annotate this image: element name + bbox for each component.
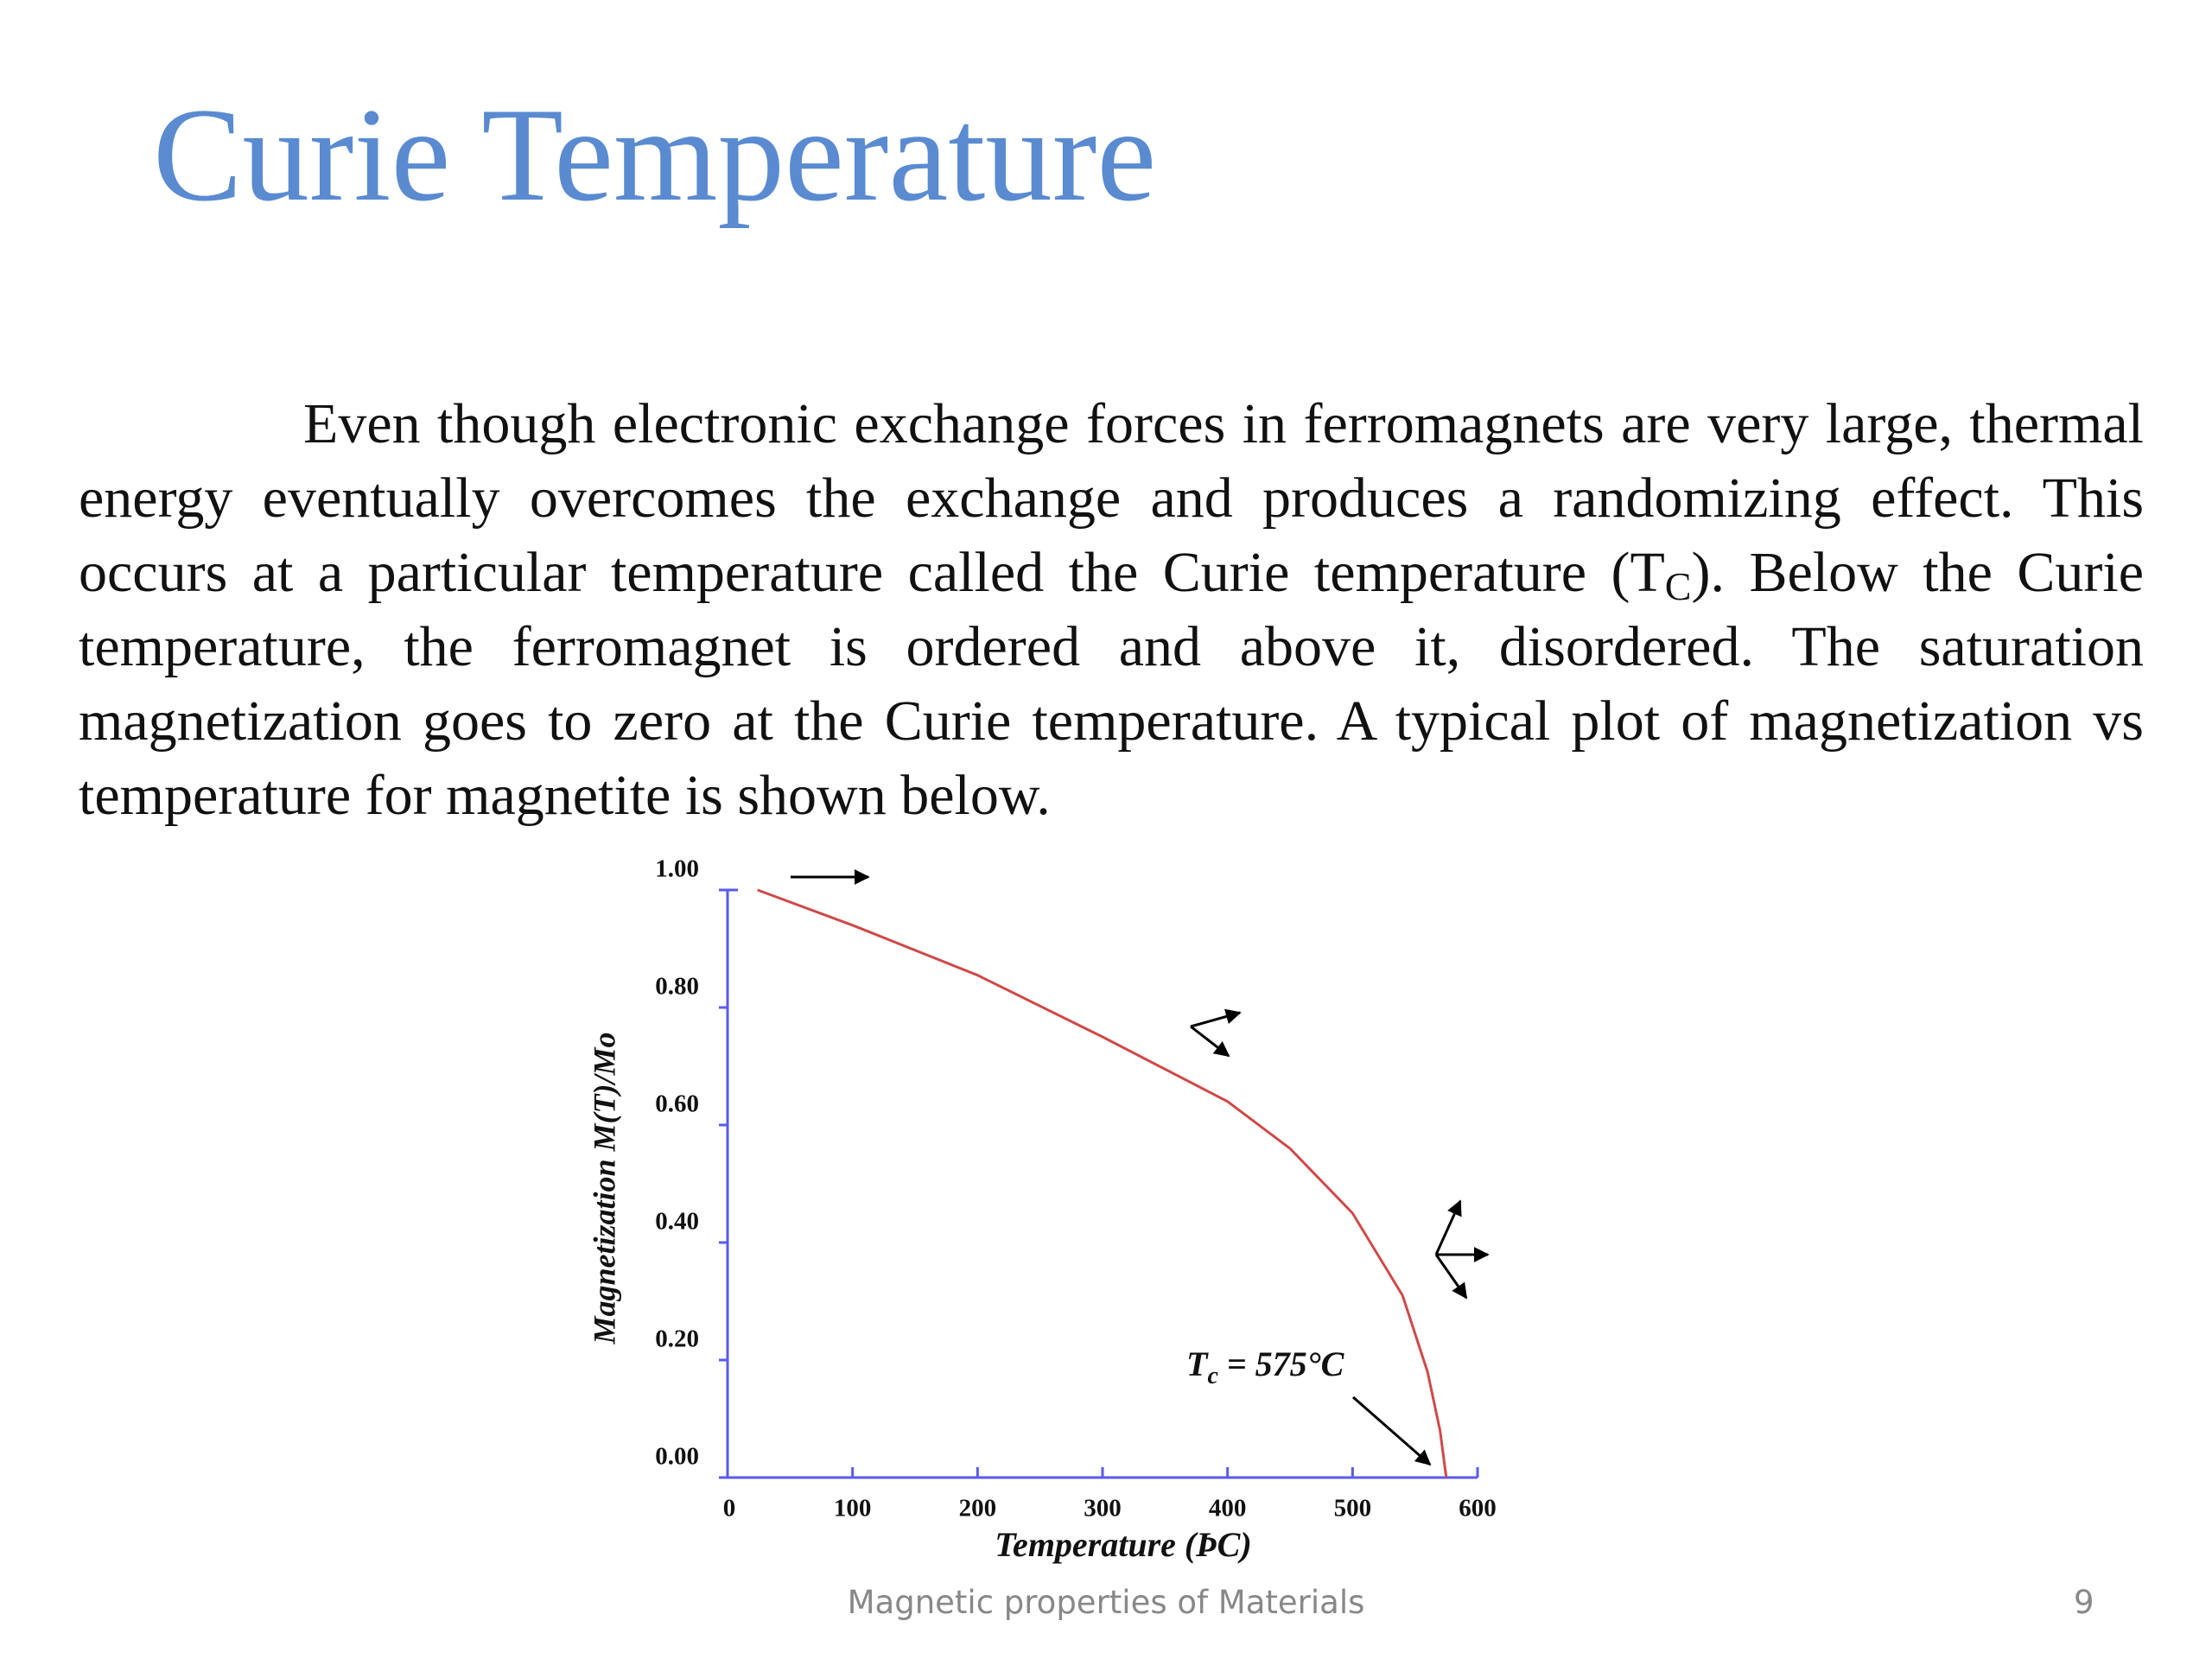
slide-title: Curie Temperature [153,80,1157,229]
y-tick-label: 1.00 [655,855,699,883]
page-number: 9 [2074,1584,2094,1621]
data-line [757,888,1448,1478]
annotation-subscript: c [1207,1363,1218,1389]
text: Even though electronic exchange forces i… [79,392,2144,604]
x-axis-label: Temperature (ÞC) [995,1525,1251,1564]
annotation: Tc = 575°C [1186,1344,1345,1389]
annotation-text: T [1186,1344,1209,1383]
body-text: Even though electronic exchange forces i… [79,387,2144,833]
x-tick-label: 0 [723,1495,736,1522]
spin-arrows [791,869,1490,1466]
x-tick-label: 600 [1459,1495,1497,1522]
y-tick-label: 0.60 [655,1090,699,1118]
y-tick-label: 0.40 [655,1208,699,1236]
annotation-text: = 575°C [1218,1344,1345,1383]
y-tick-label: 0.00 [655,1443,699,1471]
footer: Magnetic properties of Materials [847,1584,1365,1621]
text: ). Below the Curie temperature, the ferr… [79,541,2144,827]
x-tick-label: 200 [959,1495,997,1522]
x-tick-label: 500 [1334,1495,1372,1522]
x-tick-label: 100 [834,1495,872,1522]
x-tick-label: 400 [1209,1495,1247,1522]
y-tick-label: 0.80 [655,973,699,1001]
y-axis-label: Magnetization M(T)/Mo [587,1032,621,1344]
y-tick-label: 0.20 [655,1325,699,1353]
x-tick-label: 300 [1084,1495,1122,1522]
subscript: C [1664,564,1692,608]
